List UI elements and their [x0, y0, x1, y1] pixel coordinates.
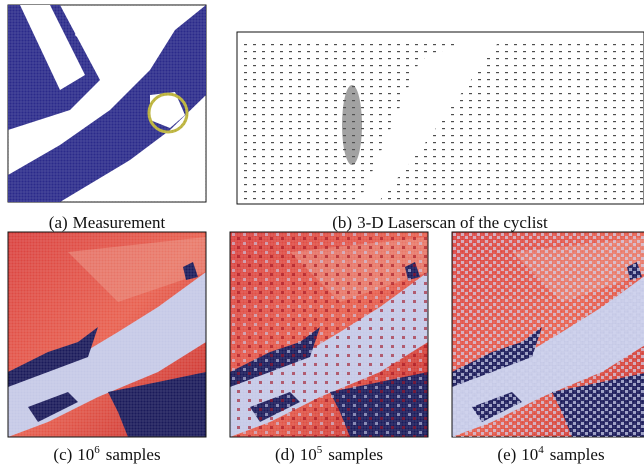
caption-part: samples — [106, 445, 161, 464]
caption-part: 5 — [317, 444, 323, 456]
caption-b: (b) 3-D Laserscan of the cyclist — [332, 213, 548, 232]
caption-part: (b) — [332, 213, 352, 232]
caption-part: 10 — [521, 445, 538, 464]
caption-part: (d) — [275, 445, 295, 464]
caption-part: 4 — [538, 444, 544, 456]
caption-part: (c) — [53, 445, 72, 464]
caption-part: Measurement — [73, 213, 166, 232]
panel-d — [229, 231, 429, 438]
caption-part: 6 — [94, 444, 100, 456]
caption-part: 10 — [300, 445, 317, 464]
caption-e: (e) 104 samples — [497, 444, 604, 464]
panel-b — [236, 31, 644, 205]
panel-e — [451, 231, 644, 438]
caption-part: samples — [550, 445, 605, 464]
panel-a — [7, 4, 207, 203]
caption-part: samples — [328, 445, 383, 464]
caption-part: 3-D Laserscan of the cyclist — [357, 213, 548, 232]
caption-part: 10 — [77, 445, 94, 464]
panel-c — [7, 231, 207, 438]
caption-d: (d) 105 samples — [275, 444, 383, 464]
caption-a: (a) Measurement — [49, 213, 166, 232]
caption-c: (c) 106 samples — [53, 444, 160, 464]
caption-part: (a) — [49, 213, 68, 232]
caption-part: (e) — [497, 445, 516, 464]
